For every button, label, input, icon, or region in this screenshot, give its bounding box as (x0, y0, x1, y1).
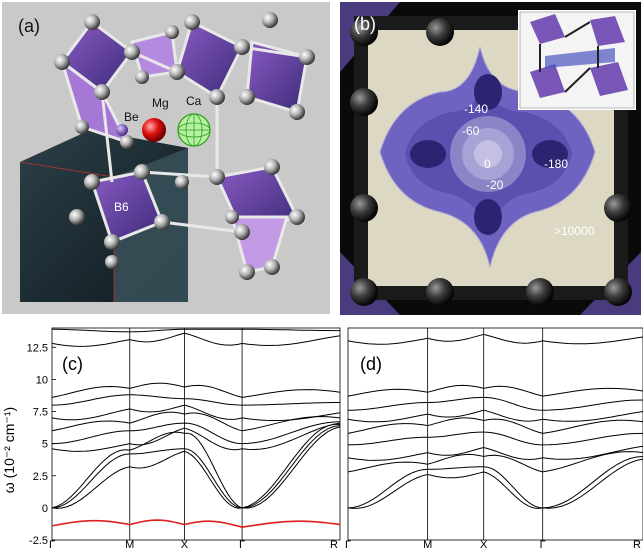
dispersion-branch-d-3 (347, 445, 643, 461)
y-axis-label: ω (10⁻² cm⁻¹) (1, 407, 17, 493)
panel-d-label: (d) (360, 354, 382, 374)
plot-frame (347, 327, 643, 541)
dispersion-branch-d-1 (347, 456, 643, 509)
contour-map-graphic (340, 2, 641, 315)
contour-label-60: -60 (462, 124, 480, 138)
dispersion-branch-c-8 (51, 382, 341, 398)
mg-label: Mg (152, 96, 169, 110)
dispersion-branch-d-0 (347, 458, 643, 509)
x-tick-label: Γ (239, 539, 245, 548)
y-tick-label: 10 (36, 374, 48, 386)
dispersion-branch-d-4 (347, 431, 643, 446)
dispersion-branch-c-0 (51, 426, 341, 509)
ca-label: Ca (186, 94, 202, 108)
y-tick-label: 5 (42, 439, 48, 451)
x-tick-label: R (633, 539, 641, 548)
b6-label: B6 (114, 200, 129, 214)
y-tick-label: 0 (42, 503, 48, 515)
x-tick-label: M (423, 539, 432, 548)
be-label: Be (124, 110, 139, 124)
be-atom (116, 124, 128, 136)
panel-c-plot: Γ M X Γ R 12.5 10 7.5 5 2.5 0 -2.5 (27, 327, 341, 551)
x-tick-label: Γ (540, 539, 546, 548)
dispersion-branch-c-7 (51, 394, 340, 406)
crystal-structure-graphic (19, 12, 315, 302)
contour-label-20: -20 (486, 178, 504, 192)
dispersion-branch-c-3 (51, 422, 341, 452)
contour-label-10000: >10000 (554, 224, 595, 238)
dispersion-branch-c-5 (51, 411, 341, 432)
panel-c-label: (c) (62, 354, 83, 374)
dispersion-branch-d-8 (347, 384, 643, 397)
dispersion-branch-c-10 (52, 328, 340, 333)
dispersion-branch-d-6 (347, 409, 643, 423)
x-tick-label: Γ (49, 539, 55, 548)
dispersion-branch-c-1 (51, 425, 341, 509)
x-tick-label: Γ (345, 539, 351, 548)
panel-a-crystal-structure: (a) Be Mg Ca B6 (2, 2, 330, 314)
boron-atoms (54, 12, 315, 280)
dispersion-branch-d-2 (347, 451, 643, 473)
dispersion-branch-c-6 (51, 404, 341, 421)
y-tick-label: 7.5 (33, 407, 48, 419)
dispersion-branch-c-4 (51, 421, 341, 445)
y-tick-label: -2.5 (29, 535, 48, 547)
mg-atom (142, 118, 166, 142)
dispersion-branch-c-11 (51, 519, 341, 529)
panel-b-contour-map: (b) -140 -60 0 -20 -180 >10000 (340, 2, 641, 315)
y-tick-label: 2.5 (33, 471, 48, 483)
contour-label-180: -180 (544, 157, 569, 171)
x-tick-label: X (181, 539, 189, 548)
dispersion-branch-d-5 (347, 417, 643, 434)
dispersion-branch-d-7 (348, 396, 643, 411)
contour-label-140: -140 (464, 102, 489, 116)
dispersion-branch-d-9 (347, 333, 643, 345)
x-tick-label: R (330, 539, 338, 548)
x-tick-label: X (480, 539, 488, 548)
ca-atom (177, 113, 211, 147)
y-tick-label: 12.5 (27, 342, 48, 354)
contour-label-0: 0 (484, 157, 491, 171)
dispersion-branch-c-2 (51, 423, 341, 509)
panel-b-inset (518, 10, 636, 110)
dispersion-branch-c-9 (51, 332, 341, 347)
x-tick-label: M (125, 539, 134, 548)
panel-b-label: (b) (354, 14, 376, 34)
plot-frame (51, 327, 341, 541)
panel-a-label: (a) (18, 16, 40, 36)
